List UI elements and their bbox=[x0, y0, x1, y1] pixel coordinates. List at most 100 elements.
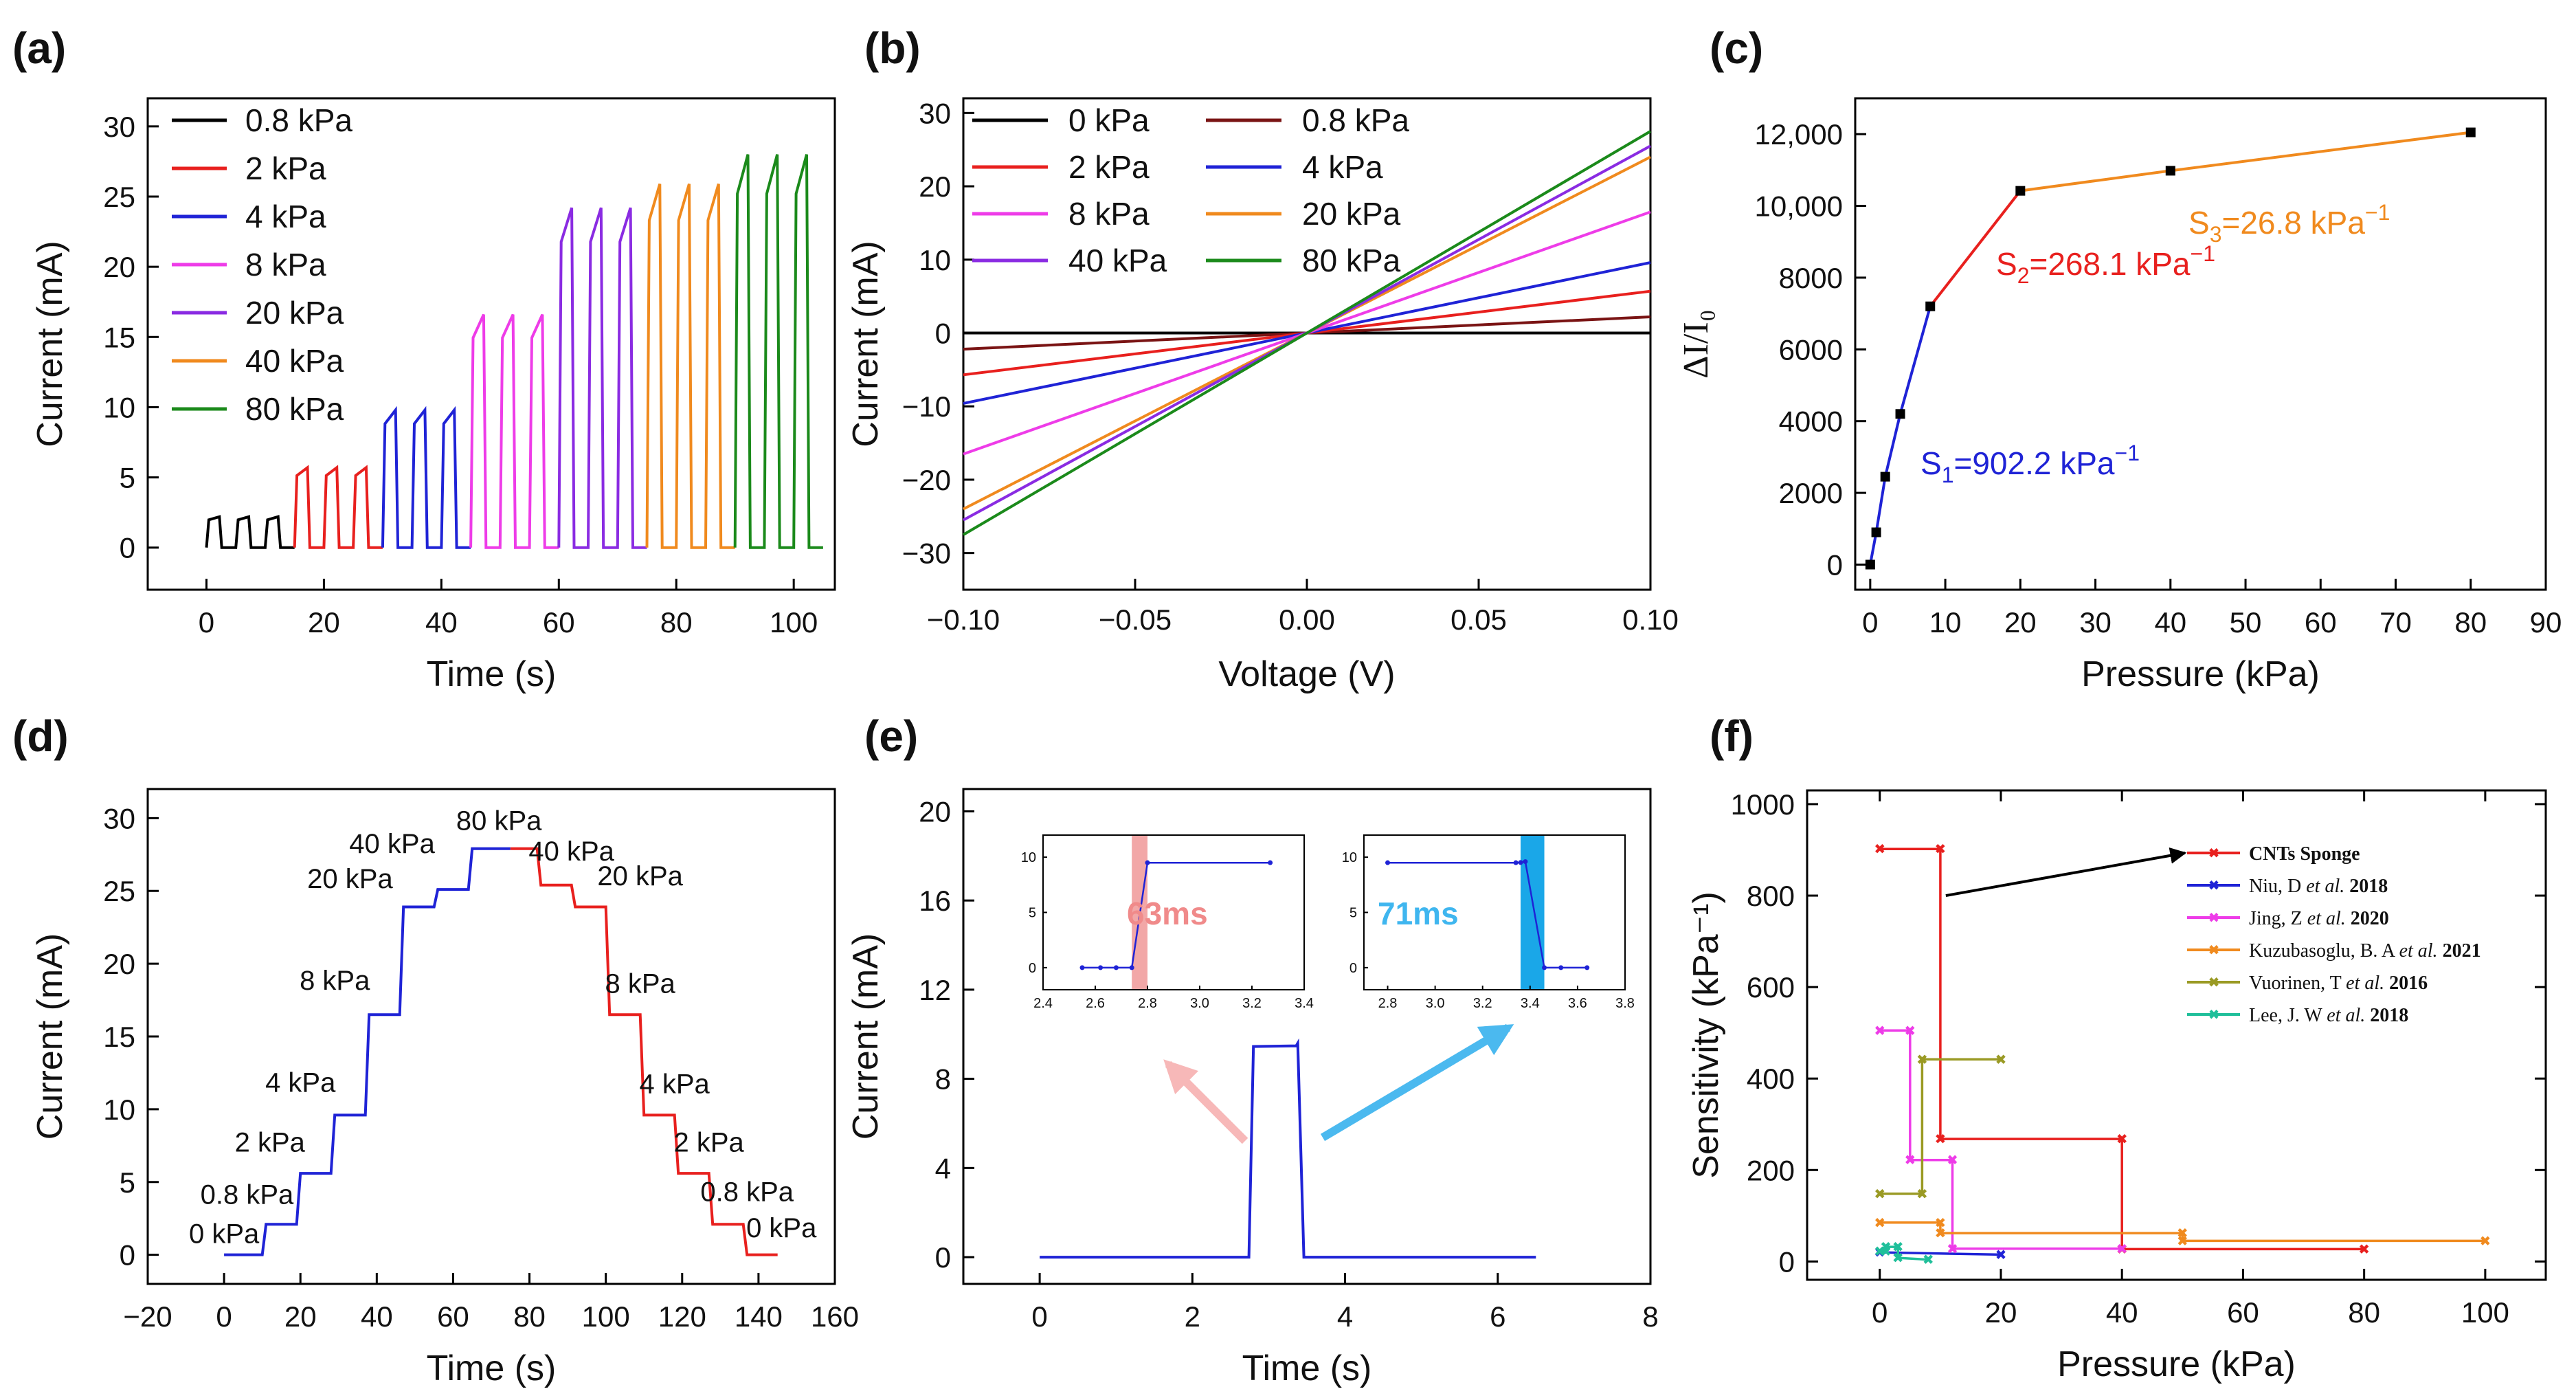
y-tick-label: 20 bbox=[103, 251, 135, 283]
x-tick-label: 100 bbox=[770, 606, 818, 639]
inset-point bbox=[1129, 965, 1134, 970]
x-tick-label: 80 bbox=[513, 1300, 546, 1333]
legend-label: 8 kPa bbox=[1068, 196, 1150, 232]
x-tick-label: 30 bbox=[2079, 606, 2112, 639]
y-tick-label: 200 bbox=[1747, 1154, 1795, 1186]
pressure-label: 20 kPa bbox=[307, 864, 393, 894]
y-tick-label: 30 bbox=[103, 802, 135, 834]
series-marker: ✖ bbox=[1947, 1242, 1958, 1257]
panel-e: (e) 0 2 4 6 8 0 4 8 12 16 20 Time (s) Current (mA) 2.4… bbox=[846, 711, 1659, 1388]
legend-pointer-arrow bbox=[1945, 847, 2187, 898]
x-tick-label: 0 bbox=[1872, 1296, 1888, 1329]
series-marker: ✖ bbox=[1874, 1216, 1885, 1231]
legend-label: 4 kPa bbox=[1302, 149, 1383, 185]
sensitivity-annotation: S2=268.1 kPa−1 bbox=[1996, 241, 2215, 288]
panel-label: (c) bbox=[1710, 23, 1763, 73]
pressure-label: 0 kPa bbox=[189, 1219, 260, 1250]
x-tick-label: 40 bbox=[2154, 606, 2186, 639]
x-tick-label: −0.10 bbox=[927, 603, 1000, 636]
y-tick-label: 4 bbox=[935, 1152, 951, 1184]
y-tick-label: 10 bbox=[919, 244, 951, 276]
x-tick-label: 6 bbox=[1490, 1300, 1505, 1333]
x-tick-label: 60 bbox=[543, 606, 575, 639]
y-axis-title: Current (mA) bbox=[30, 933, 70, 1140]
pressure-label: 2 kPa bbox=[674, 1127, 745, 1157]
series-marker: ✖ bbox=[1874, 1245, 1885, 1261]
x-tick-label: 0 bbox=[1862, 606, 1878, 639]
plot-frame bbox=[1806, 789, 2547, 1281]
inset-x-tick-label: 3.0 bbox=[1190, 996, 1209, 1011]
x-tick-label: 2 bbox=[1185, 1300, 1200, 1333]
x-tick-label: 80 bbox=[660, 606, 693, 639]
inset-y-tick-label: 10 bbox=[1021, 850, 1036, 865]
y-tick-label: −30 bbox=[902, 537, 951, 570]
x-tick-label: 50 bbox=[2230, 606, 2262, 639]
inset-trace bbox=[1082, 861, 1270, 969]
y-tick-label: 0 bbox=[935, 1241, 951, 1274]
inset-point bbox=[1268, 860, 1273, 865]
x-axis-title: Time (s) bbox=[1242, 1349, 1372, 1388]
panel-label: (b) bbox=[864, 23, 921, 73]
plot-frame bbox=[146, 97, 836, 591]
inset-point bbox=[1584, 965, 1590, 970]
series-marker: ✖ bbox=[1874, 842, 1885, 857]
y-tick-label: −20 bbox=[902, 464, 951, 496]
x-tick-label: 0 bbox=[1031, 1300, 1047, 1333]
x-tick-label: −20 bbox=[123, 1300, 172, 1333]
response-time-band bbox=[1521, 835, 1545, 990]
inset-y-tick-label: 0 bbox=[1029, 961, 1036, 976]
data-series-line bbox=[1868, 306, 1932, 565]
x-axis-title: Pressure (kPa) bbox=[2057, 1344, 2296, 1384]
legend-label: Niu, D et al. 2018 bbox=[2249, 876, 2388, 897]
plot-frame bbox=[1854, 97, 2547, 591]
x-tick-label: 4 bbox=[1337, 1300, 1353, 1333]
legend-marker: ✖ bbox=[2208, 943, 2220, 958]
y-tick-label: 8 bbox=[935, 1063, 951, 1096]
data-marker bbox=[1880, 471, 1890, 482]
legend-label: Kuzubasoglu, B. A et al. 2021 bbox=[2249, 940, 2481, 962]
data-series-line bbox=[1879, 1245, 1929, 1261]
y-tick-label: 16 bbox=[919, 885, 951, 917]
x-tick-label: 100 bbox=[2461, 1296, 2509, 1329]
sensitivity-annotation: S3=26.8 kPa−1 bbox=[2188, 200, 2390, 247]
series-marker: ✖ bbox=[2116, 1242, 2128, 1257]
x-tick-label: −0.05 bbox=[1099, 603, 1172, 636]
data-series-line bbox=[469, 313, 559, 549]
series-marker: ✖ bbox=[1880, 1240, 1892, 1255]
pressure-label: 0 kPa bbox=[746, 1213, 817, 1243]
series-marker: ✖ bbox=[2480, 1234, 2491, 1249]
legend-label: Lee, J. W et al. 2018 bbox=[2249, 1005, 2408, 1026]
inset-x-tick-label: 3.0 bbox=[1426, 996, 1445, 1011]
series-marker: ✖ bbox=[1892, 1251, 1904, 1266]
x-tick-label: 20 bbox=[1985, 1296, 2017, 1329]
response-time-label: 71ms bbox=[1378, 896, 1459, 931]
inset-x-tick-label: 2.8 bbox=[1138, 996, 1157, 1011]
legend-label: CNTs Sponge bbox=[2249, 843, 2360, 865]
y-tick-label: 30 bbox=[103, 111, 135, 143]
y-tick-label: −10 bbox=[902, 390, 951, 423]
x-axis-title: Time (s) bbox=[427, 1349, 557, 1388]
x-tick-label: 40 bbox=[361, 1300, 393, 1333]
y-tick-label: 0 bbox=[120, 1239, 135, 1272]
data-series-line bbox=[1879, 847, 2364, 1251]
y-tick-label: 4000 bbox=[1779, 406, 1843, 438]
x-tick-label: 10 bbox=[1929, 606, 1962, 639]
x-tick-label: 20 bbox=[2004, 606, 2037, 639]
series-marker: ✖ bbox=[1874, 1245, 1885, 1260]
panel-a: (a) 0 20 40 60 80 100 0 5 10 15 20 25 30 Time (s) Curre… bbox=[12, 23, 836, 694]
panel-d: (d) −20 0 20 40 60 80 100 120 140 160 0 5 10 15 20 25 30 T… bbox=[12, 711, 859, 1388]
data-marker bbox=[2015, 186, 2026, 196]
series-marker: ✖ bbox=[2116, 1132, 2128, 1147]
inset-point bbox=[1385, 860, 1391, 865]
x-tick-label: 40 bbox=[425, 606, 458, 639]
x-tick-label: 80 bbox=[2348, 1296, 2380, 1329]
panel-c: (c) 0 10 20 30 40 50 60 70 80 90 0 2000 4000 6000 8000 1… bbox=[1677, 23, 2562, 694]
legend-label: 2 kPa bbox=[245, 151, 326, 186]
pressure-label: 80 kPa bbox=[456, 806, 542, 836]
legend-label: 0 kPa bbox=[1068, 102, 1150, 138]
series-marker: ✖ bbox=[1892, 1240, 1904, 1255]
inset-y-tick-label: 5 bbox=[1029, 906, 1036, 921]
y-tick-label: 15 bbox=[103, 1021, 135, 1053]
response-time-label: 63ms bbox=[1127, 896, 1208, 931]
x-tick-label: 90 bbox=[2530, 606, 2562, 639]
